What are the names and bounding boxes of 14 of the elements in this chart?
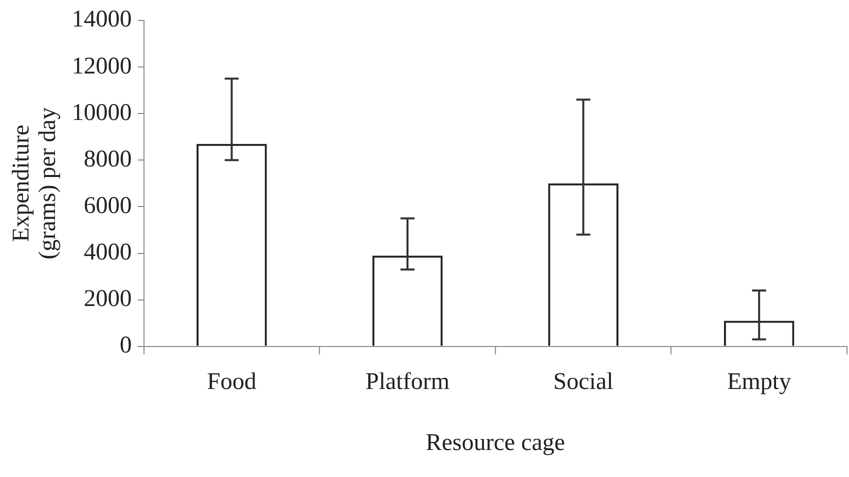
y-tick-label: 6000 bbox=[84, 192, 132, 219]
y-tick-label: 8000 bbox=[84, 146, 132, 172]
y-tick-label: 10000 bbox=[72, 100, 132, 126]
y-tick-label: 12000 bbox=[72, 53, 132, 80]
y-axis-title: Expenditure (grams) per day bbox=[8, 107, 61, 260]
y-tick-label: 0 bbox=[120, 332, 132, 359]
x-tick-label: Food bbox=[207, 369, 256, 396]
y-tick-label: 2000 bbox=[84, 286, 132, 312]
x-axis-title: Resource cage bbox=[426, 430, 566, 456]
x-tick-label: Empty bbox=[727, 369, 792, 396]
y-tick-label: 14000 bbox=[72, 6, 132, 33]
y-tick-label: 4000 bbox=[84, 240, 132, 266]
x-tick-label: Platform bbox=[366, 369, 450, 396]
x-tick-label: Social bbox=[553, 369, 614, 396]
